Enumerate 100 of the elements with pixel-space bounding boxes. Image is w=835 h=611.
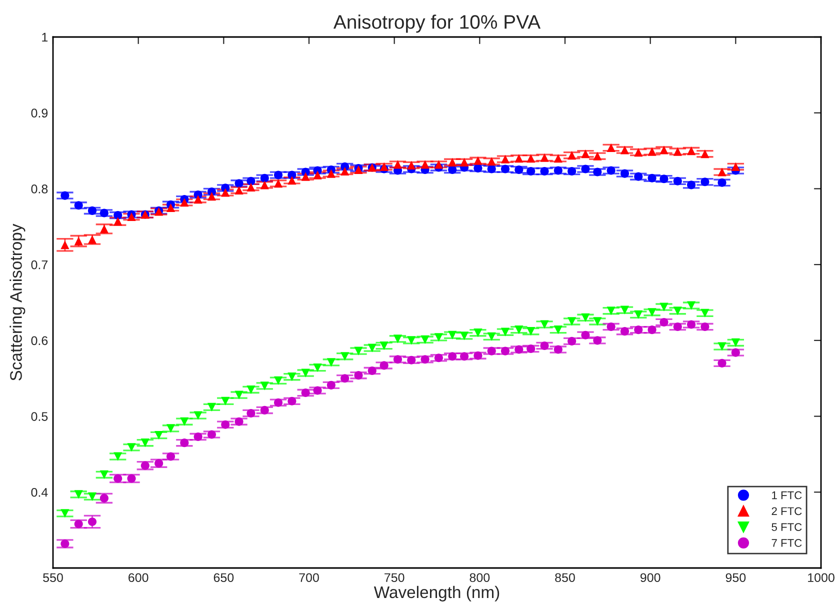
- point: [326, 358, 336, 367]
- point: [207, 430, 216, 439]
- point: [474, 164, 482, 173]
- point: [648, 147, 656, 156]
- legend-label: 1 FTC: [772, 491, 802, 500]
- point: [127, 443, 136, 452]
- x-axis-title: Wavelength (nm): [374, 586, 500, 602]
- point: [288, 176, 296, 185]
- point: [313, 386, 322, 395]
- point: [718, 178, 726, 187]
- point: [448, 352, 457, 361]
- point: [301, 368, 310, 378]
- point: [500, 328, 510, 336]
- point: [114, 452, 122, 461]
- point: [474, 156, 482, 165]
- point: [288, 396, 296, 406]
- point: [620, 306, 630, 314]
- point: [648, 308, 656, 317]
- point: [554, 345, 562, 354]
- point: [660, 302, 668, 312]
- point: [700, 322, 710, 332]
- point: [581, 164, 590, 174]
- point: [673, 147, 682, 156]
- point: [514, 165, 524, 174]
- point: [274, 170, 283, 180]
- point: [380, 162, 388, 171]
- point: [731, 348, 740, 357]
- point: [288, 372, 296, 382]
- point: [246, 408, 256, 418]
- point: [393, 160, 402, 169]
- point: [526, 154, 536, 163]
- point: [460, 158, 469, 166]
- point: [487, 164, 496, 174]
- legend-label: 2 FTC: [772, 507, 802, 516]
- x-tick-label: 950: [726, 573, 746, 582]
- x-tick-label: 900: [640, 573, 660, 582]
- point: [634, 326, 643, 334]
- point: [568, 317, 576, 326]
- point: [326, 380, 336, 390]
- point: [88, 235, 97, 244]
- x-tick-label: 800: [470, 573, 490, 582]
- point: [673, 306, 682, 316]
- point: [274, 376, 283, 385]
- point: [514, 326, 524, 334]
- point: [60, 509, 70, 518]
- point: [568, 166, 576, 176]
- point: [340, 352, 350, 361]
- point: [606, 143, 616, 152]
- point: [221, 396, 230, 406]
- point: [593, 336, 602, 345]
- point: [420, 355, 430, 364]
- x-tick-label: 750: [384, 573, 404, 582]
- point: [487, 157, 496, 166]
- point: [593, 152, 602, 160]
- y-tick-label: 0.7: [31, 260, 48, 270]
- point: [581, 150, 590, 158]
- point: [326, 169, 336, 178]
- point: [554, 166, 562, 175]
- y-tick-label: 0.9: [31, 108, 48, 118]
- point: [718, 168, 726, 176]
- point: [487, 332, 496, 341]
- x-tick-label: 700: [299, 573, 319, 582]
- point: [606, 166, 616, 175]
- point: [166, 452, 176, 461]
- point: [60, 539, 70, 548]
- x-tick-label: 550: [43, 573, 63, 582]
- point: [731, 162, 740, 171]
- point: [393, 334, 402, 344]
- point: [313, 170, 322, 180]
- point: [500, 164, 510, 174]
- point: [407, 336, 416, 345]
- point: [154, 459, 164, 468]
- point: [166, 203, 176, 212]
- point: [368, 344, 376, 352]
- y-tick-label: 0.5: [31, 412, 48, 421]
- point: [234, 179, 244, 188]
- point: [260, 174, 269, 182]
- point: [207, 402, 216, 412]
- point: [74, 520, 83, 528]
- point: [540, 166, 549, 176]
- point: [606, 322, 616, 332]
- point: [246, 182, 256, 192]
- point: [606, 306, 616, 316]
- point: [581, 330, 590, 340]
- point: [221, 420, 230, 429]
- point: [634, 310, 643, 319]
- point: [434, 333, 443, 342]
- point: [154, 430, 164, 440]
- point: [88, 206, 97, 215]
- point: [60, 240, 70, 250]
- point: [460, 332, 469, 340]
- legend-label: 5 FTC: [772, 523, 802, 531]
- point: [127, 212, 136, 222]
- point: [731, 338, 740, 347]
- point: [448, 158, 457, 166]
- point: [526, 344, 536, 354]
- point: [673, 176, 682, 186]
- point: [514, 345, 524, 354]
- point: [194, 411, 202, 420]
- point: [700, 178, 710, 186]
